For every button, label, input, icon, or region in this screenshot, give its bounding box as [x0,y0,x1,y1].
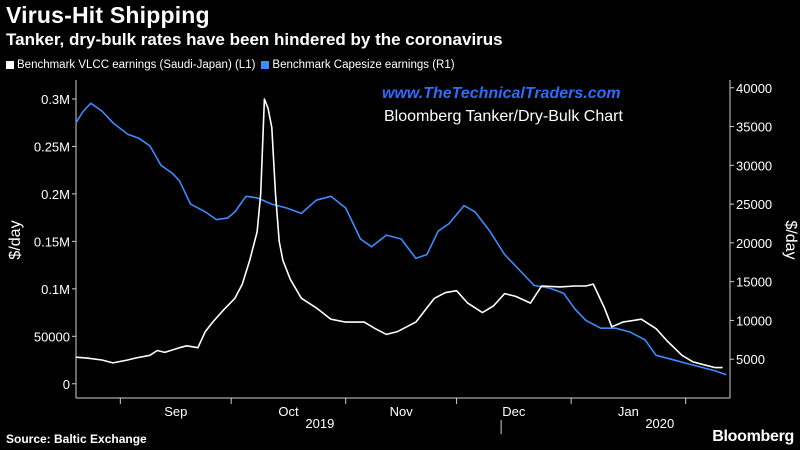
right-tick-label: 10000 [736,313,772,328]
x-tick-label: Jan [618,404,639,419]
watermark-url: www.TheTechnicalTraders.com [382,85,621,102]
left-tick-label: 0.3M [41,92,70,107]
brand-logo: Bloomberg [712,428,794,445]
chart-subtitle: Tanker, dry-bulk rates have been hindere… [6,30,503,49]
chart-annotation: Bloomberg Tanker/Dry-Bulk Chart [384,108,623,125]
legend-item-capesize: Benchmark Capesize earnings (R1) [261,59,455,71]
legend-label-capesize: Benchmark Capesize earnings (R1) [272,59,455,71]
legend: Benchmark VLCC earnings (Saudi-Japan) (L… [6,59,455,71]
left-tick-label: 0.25M [34,139,70,154]
legend-swatch-capesize [261,61,270,69]
legend-label-vlcc: Benchmark VLCC earnings (Saudi-Japan) (L… [17,59,256,71]
x-tick-label: Oct [278,404,299,419]
right-axis-title: $/day [782,220,799,259]
legend-item-vlcc: Benchmark VLCC earnings (Saudi-Japan) (L… [6,59,255,71]
left-tick-label: 0 [63,377,70,392]
year-label-2020: 2020 [645,416,674,431]
left-tick-label: 0.15M [34,234,70,249]
right-tick-label: 30000 [736,158,772,173]
right-tick-label: 20000 [736,236,772,251]
source-note: Source: Baltic Exchange [6,432,147,446]
left-tick-label: 0.2M [41,187,70,202]
right-tick-label: 5000 [736,352,765,367]
x-tick-label: Dec [502,404,526,419]
x-tick-label: Sep [164,404,187,419]
x-tick-label: Nov [390,404,414,419]
series-line-capesize [75,102,727,376]
series-line-vlcc [75,98,723,369]
left-tick-label: 50000 [34,329,70,344]
series-layer [75,98,727,376]
chart-title: Virus-Hit Shipping [6,2,210,28]
axes-layer: 0 50000 0.1M 0.15M 0.2M 0.25M 0.3M 5000 10000 150… [7,80,799,434]
left-axis-title: $/day [7,220,24,259]
left-tick-label: 0.1M [41,282,70,297]
right-tick-label: 40000 [736,81,772,96]
right-tick-label: 35000 [736,120,772,135]
year-label-2019: 2019 [305,416,334,431]
legend-swatch-vlcc [6,61,14,69]
right-tick-label: 25000 [736,197,772,212]
right-tick-label: 15000 [736,275,772,290]
